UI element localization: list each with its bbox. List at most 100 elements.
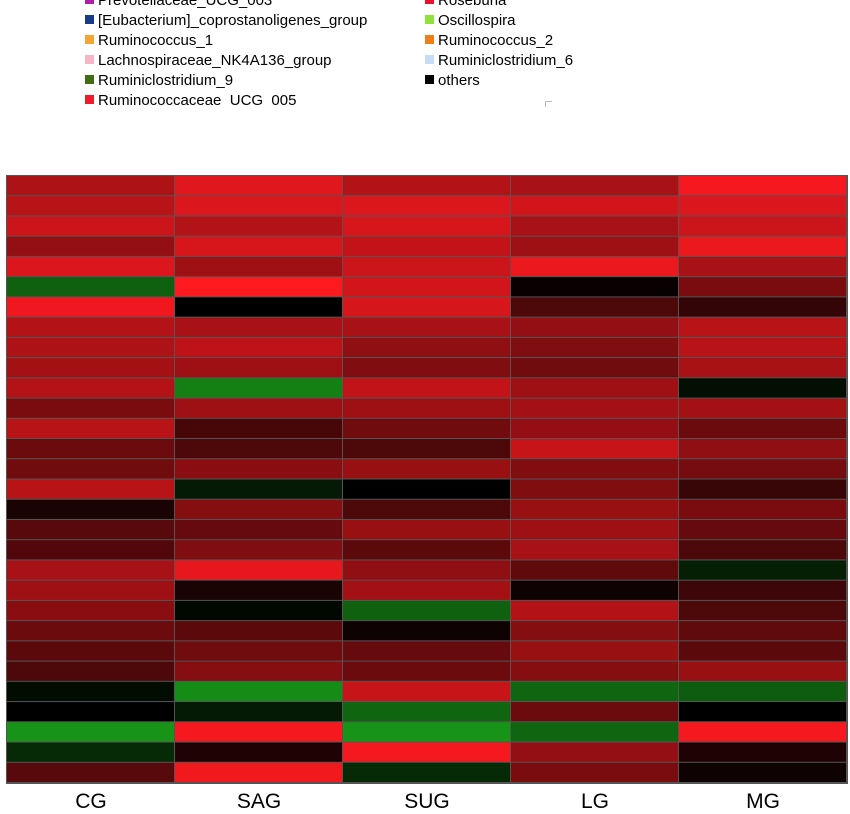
- heatmap-cell: [679, 661, 846, 681]
- legend-item: Ruminococcus_2: [425, 31, 553, 51]
- heatmap-cell: [175, 378, 342, 398]
- heatmap-cell: [679, 317, 846, 337]
- heatmap-cell: [175, 641, 342, 661]
- heatmap-cell: [343, 358, 510, 378]
- heatmap-cell: [511, 196, 678, 216]
- heatmap-cell: [679, 236, 846, 256]
- heatmap-cell: [343, 236, 510, 256]
- legend-label: [Eubacterium]_coprostanoligenes_group: [98, 12, 368, 29]
- legend-item: others: [425, 71, 480, 91]
- heatmap-cell: [7, 236, 174, 256]
- heatmap-cell: [511, 661, 678, 681]
- heatmap-cell: [175, 580, 342, 600]
- heatmap-cell: [343, 499, 510, 519]
- heatmap-cell: [679, 176, 846, 196]
- heatmap-cell: [343, 580, 510, 600]
- heatmap-cell: [679, 681, 846, 702]
- heatmap-cell: [679, 337, 846, 358]
- heatmap-cell: [343, 681, 510, 702]
- x-tick-label: CG: [75, 790, 107, 813]
- legend-label: Ruminococcus_1: [98, 32, 214, 49]
- legend-swatch: [85, 0, 94, 4]
- heatmap-cell: [679, 702, 846, 722]
- heatmap-cell: [7, 277, 174, 297]
- heatmap-cell: [175, 621, 342, 641]
- heatmap-cell: [679, 762, 846, 782]
- legend-swatch: [425, 75, 434, 84]
- heatmap-cell: [7, 722, 174, 742]
- heatmap-cell: [511, 479, 678, 499]
- heatmap-cell: [175, 499, 342, 519]
- heatmap-cell: [175, 479, 342, 499]
- heatmap-cell: [511, 256, 678, 277]
- legend-item: Ruminiclostridium_6: [425, 51, 573, 71]
- heatmap-cell: [343, 196, 510, 216]
- heatmap-cell: [511, 378, 678, 398]
- heatmap-cell: [343, 256, 510, 277]
- heatmap-cell: [511, 681, 678, 702]
- heatmap-cell: [7, 297, 174, 317]
- heatmap-cell: [679, 742, 846, 762]
- heatmap-cell: [7, 256, 174, 277]
- heatmap-cell: [175, 661, 342, 681]
- heatmap-cell: [679, 580, 846, 600]
- heatmap-cell: [175, 337, 342, 358]
- heatmap-cell: [511, 176, 678, 196]
- heatmap-cell: [511, 600, 678, 621]
- heatmap-cell: [7, 742, 174, 762]
- heatmap-cell: [175, 297, 342, 317]
- heatmap-cell: [343, 540, 510, 560]
- heatmap-cell: [511, 641, 678, 661]
- legend-label: Oscillospira: [438, 12, 516, 29]
- heatmap-cell: [511, 702, 678, 722]
- heatmap-cell: [7, 641, 174, 661]
- heatmap-cell: [679, 641, 846, 661]
- heatmap-cell: [7, 560, 174, 580]
- heatmap-cell: [679, 277, 846, 297]
- heatmap-cell: [7, 540, 174, 560]
- heatmap-cell: [175, 722, 342, 742]
- heatmap-cell: [679, 439, 846, 459]
- heatmap-cell: [679, 621, 846, 641]
- heatmap-cell: [679, 479, 846, 499]
- heatmap-cell: [511, 439, 678, 459]
- heatmap-cell: [7, 661, 174, 681]
- heatmap-cell: [343, 398, 510, 418]
- heatmap-cell: [7, 459, 174, 479]
- heatmap-cell: [7, 378, 174, 398]
- heatmap-cell: [175, 418, 342, 439]
- heatmap-cell: [343, 277, 510, 297]
- heatmap-cell: [511, 216, 678, 236]
- heatmap-cell: [175, 196, 342, 216]
- heatmap-cell: [679, 378, 846, 398]
- legend-item: [Eubacterium]_coprostanoligenes_group: [85, 11, 367, 31]
- heatmap-cell: [679, 418, 846, 439]
- heatmap-cell: [511, 621, 678, 641]
- heatmap-cell: [7, 479, 174, 499]
- legend-swatch: [85, 75, 94, 84]
- heatmap-cell: [7, 519, 174, 540]
- heatmap-cell: [175, 702, 342, 722]
- heatmap-cell: [511, 580, 678, 600]
- heatmap-cell: [679, 459, 846, 479]
- legend-item: Lachnospiraceae_NK4A136_group: [85, 51, 332, 71]
- heatmap-cell: [7, 418, 174, 439]
- heatmap-cell: [511, 317, 678, 337]
- heatmap-cell: [679, 256, 846, 277]
- heatmap-cell: [343, 722, 510, 742]
- legend-label: Roseburia: [438, 0, 507, 9]
- legend-item: Ruminiclostridium_9: [85, 71, 233, 91]
- legend-label: Ruminococcus_2: [438, 32, 554, 49]
- heatmap-cell: [343, 418, 510, 439]
- heatmap-cell: [679, 560, 846, 580]
- heatmap-cell: [175, 236, 342, 256]
- heatmap-cell: [343, 519, 510, 540]
- legend: Prevotellaceae_UCG_003 Roseburia [Eubacter…: [85, 0, 605, 106]
- heatmap-cell: [7, 681, 174, 702]
- heatmap-cell: [175, 540, 342, 560]
- heatmap-cell: [7, 762, 174, 782]
- legend-label: Lachnospiraceae_NK4A136_group: [98, 52, 332, 69]
- heatmap-cell: [679, 519, 846, 540]
- heatmap-cell: [343, 459, 510, 479]
- heatmap-cell: [7, 196, 174, 216]
